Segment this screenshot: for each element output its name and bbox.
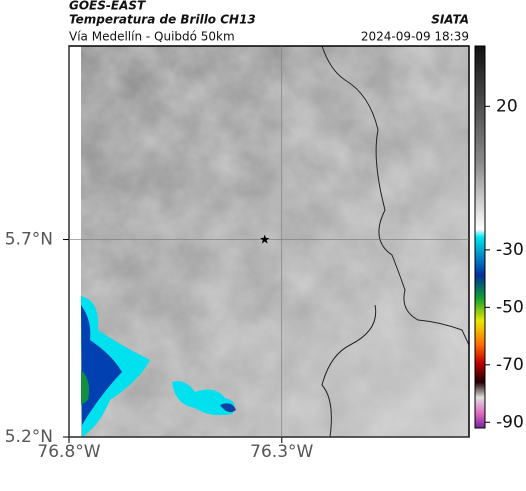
- datetime: 2024-09-09 18:39: [361, 30, 469, 44]
- x-tick-label: 76.3°W: [250, 442, 313, 462]
- cold-cloud-core: [81, 305, 122, 425]
- colorbar-tick-label: -70: [496, 355, 524, 375]
- location-marker: [260, 234, 270, 244]
- colorbar-tick-label: -90: [496, 412, 524, 432]
- imagery: [69, 46, 469, 437]
- region: Vía Medellín - Quibdó 50km: [69, 30, 235, 44]
- title: GOES-EAST: [69, 0, 146, 13]
- colder-core: [81, 370, 90, 405]
- y-tick-label: 5.2°N: [5, 427, 53, 447]
- source: SIATA: [431, 13, 469, 27]
- x-tick-label: 76.8°W: [37, 442, 100, 462]
- y-tick-label: 5.7°N: [5, 230, 53, 250]
- colorbar-tick-label: -30: [496, 240, 524, 260]
- colorbar-tick-label: 20: [496, 96, 518, 116]
- border: [321, 304, 377, 437]
- cold-cloud: [172, 381, 235, 416]
- no-data-strip: [69, 46, 81, 437]
- border: [321, 46, 469, 346]
- colorbar: [474, 45, 486, 429]
- colorbar-tick-label: -50: [496, 297, 524, 317]
- subtitle: Temperatura de Brillo CH13: [69, 13, 256, 27]
- cold-cloud-core: [220, 403, 236, 413]
